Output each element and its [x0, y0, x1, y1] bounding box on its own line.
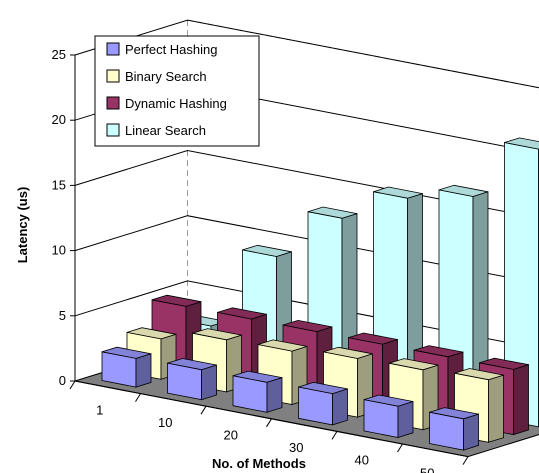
bar-perfect-hashing-20	[232, 370, 283, 413]
bar-top-face	[504, 137, 539, 150]
legend-label: Binary Search	[125, 69, 207, 84]
bar-perfect-hashing-1	[101, 346, 152, 388]
x-tick-mark	[69, 380, 76, 390]
bar-side-face	[135, 353, 152, 388]
bar-top-face	[454, 368, 504, 381]
bar-top-face	[479, 357, 529, 370]
bar-perfect-hashing-50	[429, 407, 479, 451]
bar-perfect-hashing-10	[167, 358, 217, 401]
legend-item: Binary Search	[106, 69, 207, 84]
legend-item: Linear Search	[106, 123, 206, 138]
bar-top-face	[413, 345, 464, 358]
legend-item: Perfect Hashing	[106, 42, 218, 57]
bar-top-face	[101, 346, 152, 359]
x-tick-label: 40	[355, 453, 369, 468]
legend-swatch	[106, 42, 120, 56]
bar-top-face	[257, 339, 308, 352]
legend-box	[94, 35, 260, 147]
legend-swatch	[106, 96, 120, 110]
bar-perfect-hashing-40	[363, 394, 414, 439]
bar-top-face	[307, 206, 358, 219]
legend-label: Dynamic Hashing	[125, 96, 227, 111]
y-axis-title: Latency (us)	[15, 187, 30, 264]
bar-top-face	[217, 307, 267, 320]
bar-top-face	[192, 328, 242, 341]
x-tick-mark	[331, 431, 338, 440]
bar-side-face	[201, 364, 217, 401]
bar-top-face	[363, 394, 414, 407]
bar-top-face	[126, 327, 177, 340]
legend: Perfect Hashing Binary Search Dynamic Hash…	[94, 35, 260, 147]
x-tick-mark	[397, 443, 403, 453]
x-tick-mark	[266, 418, 272, 428]
bar-side-face	[397, 400, 414, 439]
bar-top-face	[167, 358, 217, 371]
bar-perfect-hashing-30	[298, 381, 348, 426]
bars-group	[101, 137, 539, 451]
y-tick-label: 25	[52, 47, 66, 62]
bar-top-face	[323, 346, 373, 359]
bar-top-face	[282, 319, 333, 333]
y-tick-label: 5	[59, 308, 66, 323]
bar-top-face	[232, 370, 283, 383]
legend-label: Perfect Hashing	[125, 42, 218, 57]
legend-label: Linear Search	[125, 123, 206, 138]
legend-swatch	[106, 69, 120, 83]
legend-item: Dynamic Hashing	[106, 96, 227, 111]
x-axis-title: No. of Methods	[212, 456, 306, 471]
bar-top-face	[298, 381, 348, 395]
x-tick-mark	[462, 456, 469, 465]
bar-side-face	[332, 388, 348, 426]
bar-top-face	[348, 332, 398, 345]
bar-side-face	[266, 377, 283, 413]
legend-swatch	[106, 123, 120, 137]
axes-group: 0 5 10 15 20 25 1 10 20 30 40 50	[52, 47, 469, 473]
x-tick-label: 20	[224, 428, 238, 443]
bar-top-face	[242, 244, 292, 257]
y-tick-label: 0	[59, 373, 66, 388]
bar-side-face	[463, 413, 479, 451]
bar-top-face	[373, 186, 423, 199]
bar-side-face	[513, 364, 529, 436]
x-tick-label: 10	[158, 415, 172, 430]
bar-top-face	[438, 184, 489, 197]
bar-top-face	[429, 407, 479, 420]
y-tick-label: 20	[52, 112, 66, 127]
x-tick-label: 1	[96, 402, 103, 417]
y-tick-label: 15	[52, 177, 66, 192]
bar-top-face	[388, 358, 439, 371]
x-tick-label: 30	[289, 440, 303, 455]
bar-top-face	[151, 294, 202, 307]
x-tick-mark	[200, 405, 207, 415]
bar-side-face	[488, 374, 504, 443]
y-tick-label: 10	[52, 243, 66, 258]
x-tick-mark	[135, 393, 141, 402]
x-tick-label: 50	[420, 465, 434, 473]
